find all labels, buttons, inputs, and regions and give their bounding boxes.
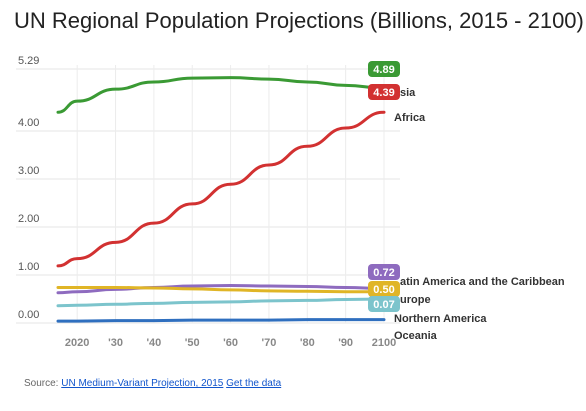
x-tick-label: 2020 [65, 337, 89, 349]
source-link[interactable]: UN Medium-Variant Projection, 2015 [61, 378, 224, 389]
end-value-label: 4.39 [373, 87, 394, 99]
end-value-badge [368, 296, 400, 312]
series-name-label: sia [400, 87, 416, 99]
end-value-label: 0.72 [373, 267, 394, 279]
x-tick-label: '90 [338, 337, 353, 349]
series-line [56, 76, 386, 114]
x-tick-label: '30 [108, 337, 123, 349]
end-value-label: 0.50 [373, 284, 394, 296]
x-tick-label: '70 [262, 337, 277, 349]
series-line [56, 285, 386, 294]
source-prefix: Source: [24, 378, 62, 389]
series-line [56, 318, 386, 323]
line-chart: 0.00 1.00 2.00 3.00 4.00 5.29 2020 '30 '40 '50 '60… [16, 55, 565, 349]
series-name-label: Oceania [394, 330, 438, 342]
x-tick-label: '40 [146, 337, 161, 349]
x-tick-label: '80 [300, 337, 315, 349]
end-value-badge [368, 61, 400, 77]
series-line [56, 284, 386, 295]
end-value-label: 0.07 [373, 299, 394, 311]
y-tick-label: 2.00 [18, 213, 39, 225]
source-line: Source: UN Medium-Variant Projection, 20… [24, 378, 281, 389]
series-line [56, 297, 386, 308]
series-name-label: Northern America [394, 313, 487, 325]
end-value-badge [368, 281, 400, 297]
x-tick-label: 2100 [372, 337, 396, 349]
y-tick-label: 4.00 [18, 117, 39, 129]
y-tick-label: 0.00 [18, 309, 39, 321]
get-data-link[interactable]: Get the data [226, 378, 282, 389]
y-tick-label: 5.29 [18, 55, 39, 67]
chart-title: UN Regional Population Projections (Bill… [14, 8, 584, 33]
end-value-badge [368, 84, 400, 100]
series-name-label: Africa [394, 112, 426, 124]
end-value-badge [368, 264, 400, 280]
end-value-label: 4.89 [373, 64, 394, 76]
x-tick-label: '60 [223, 337, 238, 349]
y-tick-label: 1.00 [18, 261, 39, 273]
series-line [56, 110, 386, 268]
series-name-label: urope [400, 294, 431, 306]
x-tick-label: '50 [185, 337, 200, 349]
series-name-label: atin America and the Caribbean [400, 276, 565, 288]
y-tick-label: 3.00 [18, 165, 39, 177]
